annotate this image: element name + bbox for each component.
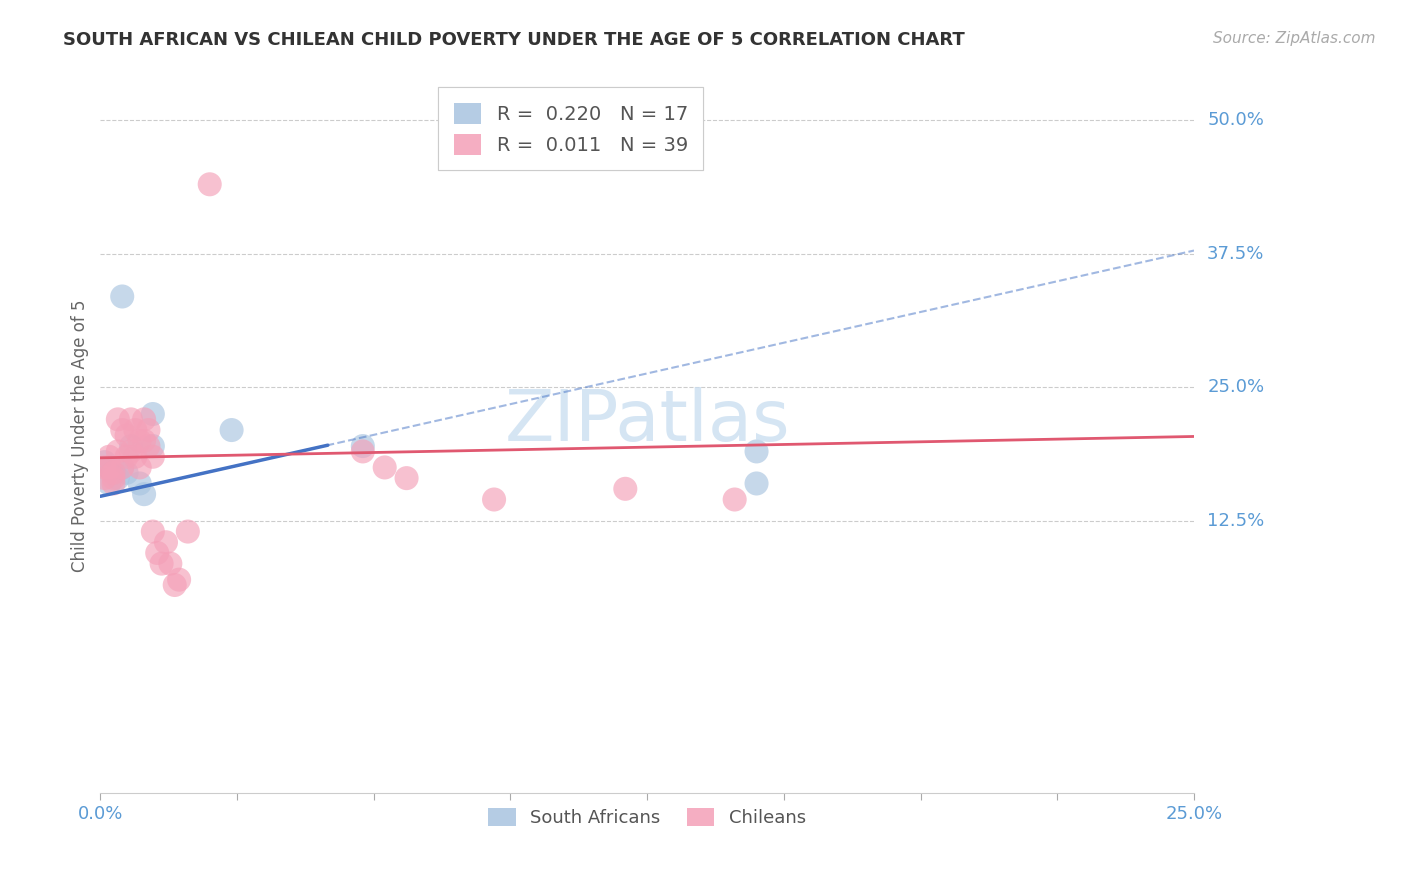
Point (124, 450, 146, 464)
Point (120, 444, 142, 458)
Point (198, 178, 221, 192)
Point (724, 492, 747, 507)
Point (221, 423, 243, 437)
Point (98, 450, 121, 464)
Point (745, 444, 768, 458)
Point (107, 471, 129, 485)
Point (120, 439, 142, 453)
Point (98, 460, 121, 475)
Point (120, 412, 142, 426)
Point (138, 423, 160, 437)
Point (163, 578, 186, 592)
Point (111, 460, 134, 475)
Point (395, 471, 418, 485)
Point (745, 476, 768, 491)
Legend: South Africans, Chileans: South Africans, Chileans (481, 801, 813, 834)
Point (98, 460, 121, 475)
Point (138, 439, 160, 453)
Point (150, 557, 173, 571)
Point (128, 460, 150, 475)
Point (614, 482, 637, 496)
Point (103, 466, 125, 480)
Point (98, 476, 121, 491)
Text: 25.0%: 25.0% (1208, 378, 1264, 396)
Point (111, 289, 134, 303)
Point (128, 434, 150, 448)
Point (111, 460, 134, 475)
Point (111, 423, 134, 437)
Text: Source: ZipAtlas.com: Source: ZipAtlas.com (1212, 31, 1375, 46)
Point (132, 434, 155, 448)
Point (177, 524, 200, 539)
Point (352, 444, 374, 458)
Point (107, 444, 129, 458)
Point (93, 455, 115, 469)
Point (107, 412, 129, 426)
Text: 37.5%: 37.5% (1208, 244, 1264, 263)
Point (132, 487, 155, 501)
Point (93, 460, 115, 475)
Point (124, 423, 146, 437)
Point (482, 492, 505, 507)
Text: SOUTH AFRICAN VS CHILEAN CHILD POVERTY UNDER THE AGE OF 5 CORRELATION CHART: SOUTH AFRICAN VS CHILEAN CHILD POVERTY U… (63, 31, 965, 49)
Point (142, 450, 165, 464)
Point (115, 450, 138, 464)
Point (132, 412, 155, 426)
Point (167, 573, 190, 587)
Point (142, 524, 165, 539)
Point (142, 407, 165, 421)
Point (155, 535, 177, 549)
Point (103, 471, 125, 485)
Point (146, 546, 169, 560)
Point (115, 466, 138, 480)
Y-axis label: Child Poverty Under the Age of 5: Child Poverty Under the Age of 5 (72, 299, 89, 572)
Text: 50.0%: 50.0% (1208, 112, 1264, 129)
Point (142, 439, 165, 453)
Point (352, 439, 374, 453)
Point (103, 476, 125, 491)
Point (93, 471, 115, 485)
Point (128, 476, 150, 491)
Point (115, 428, 138, 442)
Text: ZIPatlas: ZIPatlas (505, 386, 790, 456)
Point (374, 460, 396, 475)
Point (159, 557, 181, 571)
Point (103, 466, 125, 480)
Text: 12.5%: 12.5% (1208, 512, 1264, 530)
